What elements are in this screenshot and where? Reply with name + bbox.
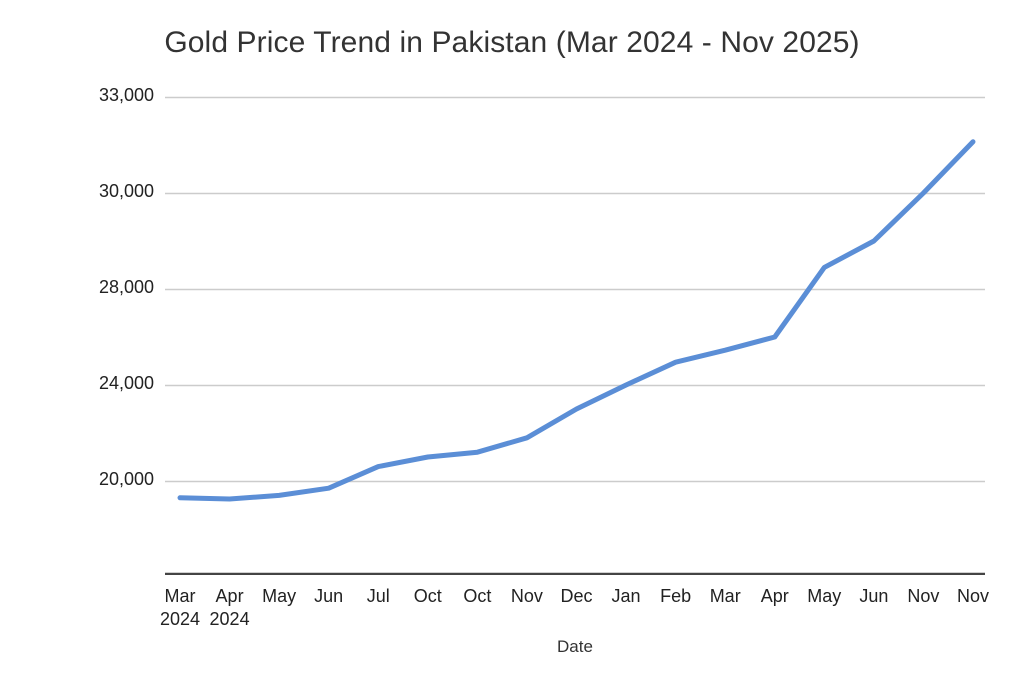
x-tick-label: Oct [393,585,463,608]
x-tick-label: Jan [591,585,661,608]
x-tick-label-month: Nov [510,586,543,606]
x-axis-tick-labels: Mar 2024 Apr 2024 May Jun Jul Oct Oct Nov Dec Jan Fe… [160,585,989,645]
y-axis-tick-labels: 33,000 30,000 28,000 24,000 20,000 [22,85,154,575]
x-tick-label-month: Mar [709,586,741,606]
x-tick-label-month: Nov [907,586,940,606]
x-tick-label: Mar 2024 [145,585,215,631]
x-tick-label-month: Apr [215,586,244,606]
x-tick-label-month: Oct [463,586,492,606]
x-tick-label: Nov [938,585,1008,608]
x-tick-label-year: 2024 [159,609,201,629]
x-tick-label: Dec [542,585,612,608]
x-tick-label-month: May [807,586,842,606]
x-tick-label-month: Jun [859,586,889,606]
chart-title: Gold Price Trend in Pakistan (Mar 2024 -… [164,26,860,59]
x-tick-label: May [789,585,859,608]
x-axis-title: Date [557,637,593,656]
x-tick-label-month: May [262,586,297,606]
x-tick-label-month: Mar [164,586,196,606]
x-tick-label: Apr [740,585,810,608]
chart-plot-svg [165,96,985,575]
series-line-gold-price [177,139,976,502]
x-tick-label: Jun [839,585,909,608]
y-tick-label: 30,000 [98,181,154,201]
x-tick-label-year: 2024 [209,609,250,629]
plot-area [165,85,985,575]
x-tick-label: Apr 2024 [195,585,265,631]
x-tick-label: Jun [294,585,364,608]
x-tick-label-month: Feb [660,586,692,606]
gridlines [165,96,985,483]
x-tick-label-month: Nov [956,586,989,606]
x-tick-label: May [244,585,314,608]
x-tick-label-month: Jan [611,586,641,606]
x-tick-label-month: Jul [366,586,390,606]
x-tick-label: Nov [888,585,958,608]
x-tick-label: Mar [690,585,760,608]
x-tick-label: Jul [343,585,413,608]
y-tick-label: 24,000 [98,373,154,393]
y-tick-label: 20,000 [98,469,154,489]
x-tick-label-month: Jun [314,586,344,606]
x-tick-label: Oct [442,585,512,608]
y-tick-label: 33,000 [98,85,154,105]
x-tick-label-month: Dec [560,586,593,606]
data-series-line [177,139,976,502]
x-tick-label-month: Apr [760,586,789,606]
x-tick-label: Feb [641,585,711,608]
x-tick-label-month: Oct [413,586,442,606]
y-tick-label: 28,000 [98,277,154,297]
x-tick-label: Nov [492,585,562,608]
